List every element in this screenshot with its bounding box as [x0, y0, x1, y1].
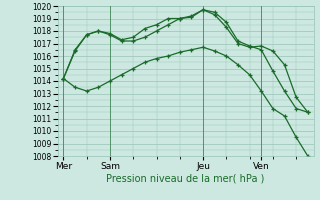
X-axis label: Pression niveau de la mer( hPa ): Pression niveau de la mer( hPa ): [107, 173, 265, 183]
